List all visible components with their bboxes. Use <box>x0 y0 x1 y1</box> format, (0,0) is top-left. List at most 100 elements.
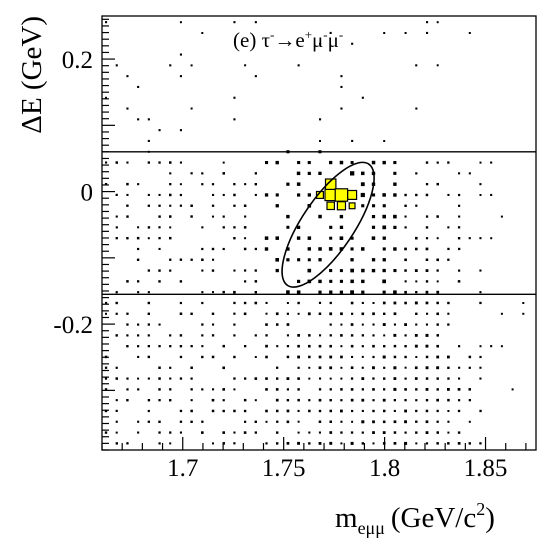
histogram-bin <box>447 366 450 369</box>
histogram-bin <box>254 172 257 175</box>
histogram-bin <box>169 172 172 175</box>
y-axis-title: ΔE (GeV) <box>16 16 48 134</box>
histogram-bin <box>404 366 407 369</box>
histogram-bin <box>296 236 301 240</box>
histogram-bin <box>426 21 429 24</box>
histogram-bin <box>436 301 439 305</box>
histogram-bin <box>425 215 429 218</box>
histogram-bin <box>334 188 349 202</box>
histogram-bin <box>286 214 290 219</box>
histogram-bin <box>190 172 193 175</box>
histogram-bin <box>307 312 311 316</box>
histogram-bin <box>307 193 311 197</box>
histogram-bin <box>479 194 482 196</box>
histogram-bin <box>425 431 429 434</box>
histogram-bin <box>522 312 525 315</box>
histogram-bin <box>276 420 279 423</box>
histogram-bin <box>425 388 429 391</box>
histogram-bin <box>371 160 376 165</box>
histogram-bin <box>115 366 118 369</box>
histogram-bin <box>169 269 172 272</box>
y-tick-label: 0 <box>81 180 94 207</box>
histogram-bin <box>457 409 461 413</box>
histogram-bin <box>447 355 450 359</box>
histogram-bin <box>318 420 322 423</box>
histogram-bin <box>169 399 172 402</box>
histogram-bin <box>136 258 140 261</box>
histogram-bin <box>179 312 183 315</box>
histogram-bin <box>147 409 150 413</box>
histogram-bin <box>147 193 150 196</box>
histogram-bin <box>404 334 407 337</box>
histogram-bin <box>286 377 290 380</box>
histogram-bin <box>158 399 161 402</box>
histogram-bin <box>500 345 503 348</box>
histogram-bin <box>339 225 344 229</box>
histogram-bin <box>382 258 386 262</box>
histogram-bin <box>468 237 471 240</box>
histogram-bin <box>308 442 311 445</box>
histogram-bin <box>372 344 375 348</box>
histogram-bin <box>319 377 322 380</box>
histogram-bin <box>372 334 375 337</box>
histogram-bin <box>158 129 161 132</box>
histogram-bin <box>201 301 204 305</box>
histogram-bin <box>340 388 343 391</box>
histogram-bin <box>104 183 108 186</box>
histogram-bin <box>425 377 429 380</box>
histogram-bin <box>468 355 472 359</box>
histogram-bin <box>318 409 322 413</box>
histogram-bin <box>276 366 279 369</box>
histogram-bin <box>361 323 364 326</box>
histogram-bin <box>179 53 182 56</box>
histogram-bin <box>179 377 183 380</box>
histogram-bin <box>383 345 386 348</box>
histogram-bin <box>339 236 344 240</box>
histogram-bin <box>297 161 301 165</box>
histogram-bin <box>318 355 322 359</box>
histogram-bin <box>126 323 129 326</box>
histogram-bin <box>468 420 471 423</box>
histogram-bin <box>169 366 172 369</box>
histogram-bin <box>147 355 150 359</box>
histogram-bin <box>393 377 397 380</box>
histogram-bin <box>393 387 397 391</box>
histogram-bin <box>329 269 333 273</box>
histogram-bin <box>415 388 418 391</box>
histogram-bin <box>243 247 247 251</box>
histogram-bin <box>340 334 343 337</box>
histogram-bin <box>447 420 450 423</box>
histogram-bin <box>479 409 482 413</box>
histogram-bin <box>254 183 257 186</box>
annotation-e: e <box>295 28 304 52</box>
histogram-bin <box>244 269 247 272</box>
histogram-bin <box>350 431 354 434</box>
histogram-bin <box>126 204 129 207</box>
histogram-bin <box>147 334 150 337</box>
histogram-bin <box>243 431 247 434</box>
histogram-bin <box>372 377 375 380</box>
histogram-bin <box>158 420 161 423</box>
histogram-bin <box>286 334 289 337</box>
histogram-bin <box>393 312 397 316</box>
histogram-bin <box>415 64 418 67</box>
histogram-bin <box>447 258 450 261</box>
histogram-bin <box>158 161 161 164</box>
histogram-bin <box>479 355 482 359</box>
histogram-bin <box>254 21 257 24</box>
histogram-bin <box>222 290 225 294</box>
histogram-bin <box>447 193 450 196</box>
histogram-bin <box>190 409 193 413</box>
histogram-bin <box>211 247 215 251</box>
histogram-bin <box>158 269 161 272</box>
histogram-bin <box>254 356 257 358</box>
histogram-bin <box>361 334 364 337</box>
histogram-bin <box>436 420 439 423</box>
histogram-bin <box>275 398 279 402</box>
histogram-bin <box>415 172 418 175</box>
histogram-bin <box>297 420 300 423</box>
histogram-bin <box>425 258 429 261</box>
histogram-bin <box>425 442 429 445</box>
histogram-bin <box>105 312 107 315</box>
histogram-bin <box>276 442 279 445</box>
